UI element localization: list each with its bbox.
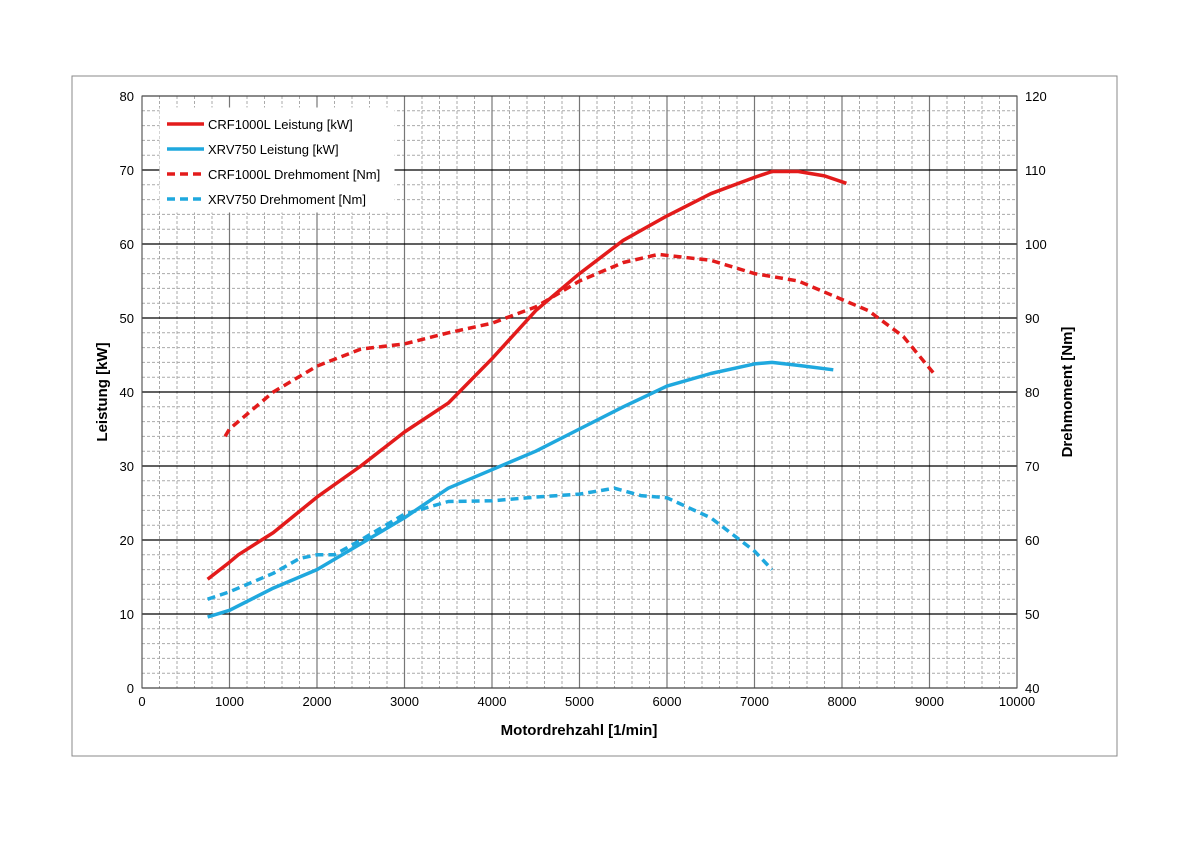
y2-tick-label: 40 (1025, 681, 1039, 696)
ticks: 0 1000 2000 3000 4000 5000 6000 7000 8000 9000 100… (120, 89, 1047, 709)
series-line (223, 252, 936, 438)
y-tick-label: 70 (120, 163, 134, 178)
y2-tick-label: 60 (1025, 533, 1039, 548)
x-tick-label: 1000 (215, 694, 244, 709)
y2-tick-label: 100 (1025, 237, 1047, 252)
y-tick-label: 20 (120, 533, 134, 548)
y-axis-title: Leistung [kW] (94, 342, 111, 441)
legend-label: XRV750 Drehmoment [Nm] (208, 192, 366, 207)
plot-area-border (141, 95, 1018, 689)
x-tick-label: 6000 (653, 694, 682, 709)
y2-tick-label: 70 (1025, 459, 1039, 474)
series-lines (206, 169, 936, 619)
x-tick-label: 7000 (740, 694, 769, 709)
y-tick-label: 30 (120, 459, 134, 474)
y2-tick-label: 50 (1025, 607, 1039, 622)
legend-label: CRF1000L Leistung [kW] (208, 117, 353, 132)
y2-tick-label: 110 (1025, 163, 1046, 178)
series-line (207, 486, 774, 601)
x-tick-label: 10000 (999, 694, 1035, 709)
x-tick-label: 5000 (565, 694, 594, 709)
x-tick-label: 9000 (915, 694, 944, 709)
y-tick-label: 10 (120, 607, 134, 622)
x-tick-label: 2000 (303, 694, 332, 709)
series-line (207, 360, 834, 619)
legend: CRF1000L Leistung [kW] XRV750 Leistung [k… (159, 107, 395, 213)
series-line (206, 169, 847, 581)
x-tick-label: 3000 (390, 694, 419, 709)
y-tick-label: 50 (120, 311, 134, 326)
y2-tick-label: 90 (1025, 311, 1039, 326)
x-axis-title: Motordrehzahl [1/min] (501, 722, 658, 739)
x-tick-label: 0 (138, 694, 145, 709)
y-tick-label: 0 (127, 681, 134, 696)
legend-label: XRV750 Leistung [kW] (208, 142, 339, 157)
x-tick-label: 8000 (828, 694, 857, 709)
y2-axis-title: Drehmoment [Nm] (1059, 327, 1076, 458)
y-tick-label: 60 (120, 237, 134, 252)
y-tick-label: 80 (120, 89, 134, 104)
y-tick-label: 40 (120, 385, 134, 400)
y2-tick-label: 120 (1025, 89, 1047, 104)
legend-label: CRF1000L Drehmoment [Nm] (208, 167, 380, 182)
x-tick-label: 4000 (478, 694, 507, 709)
y2-tick-label: 80 (1025, 385, 1039, 400)
